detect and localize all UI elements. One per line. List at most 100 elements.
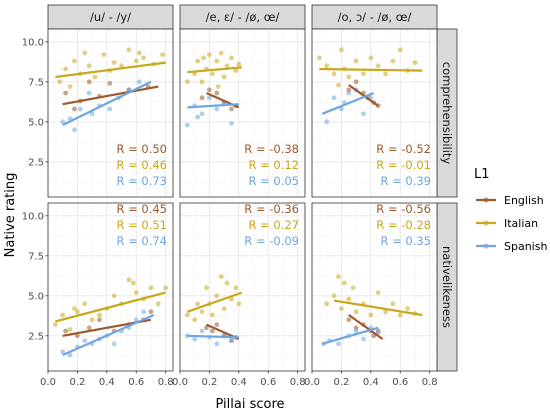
data-point-italian [126, 47, 132, 53]
data-point-italian [63, 66, 69, 72]
data-point-italian [218, 274, 224, 279]
r-value-label-italian: R = -0.01 [376, 158, 431, 172]
panel-background [312, 203, 437, 371]
data-point-italian [383, 309, 388, 315]
data-point-italian [324, 63, 330, 69]
data-point-italian [57, 79, 63, 85]
data-point-spanish [199, 111, 205, 117]
legend-label-spanish: Spanish [504, 240, 547, 253]
x-tick-label: 0.0 [172, 377, 188, 388]
data-point-spanish [86, 90, 92, 96]
data-point-italian [383, 71, 388, 77]
data-point-english [63, 90, 69, 96]
data-point-italian [218, 50, 224, 56]
data-point-english [86, 79, 92, 85]
data-point-italian [331, 71, 337, 77]
data-point-italian [209, 312, 215, 318]
panel-border [179, 202, 306, 372]
data-point-italian [52, 322, 58, 327]
x-tick-label: 0.8 [422, 377, 438, 388]
data-point-spanish [60, 349, 66, 355]
column-strip-label: /e, ɛ/ - /ø, œ/ [206, 10, 280, 24]
data-point-italian [353, 309, 359, 315]
data-point-english [353, 79, 359, 85]
data-point-italian [199, 309, 205, 315]
data-point-italian [67, 327, 73, 332]
y-tick-label: 10.0 [22, 37, 44, 48]
data-point-spanish [184, 122, 190, 128]
data-point-italian [89, 317, 95, 323]
data-point-italian [339, 47, 344, 53]
panel: R = 0.50 R = 0.46 R = 0.73 [47, 28, 174, 198]
data-point-italian [67, 84, 73, 89]
data-point-italian [375, 290, 381, 295]
data-point-italian [368, 55, 374, 61]
x-tick-label: 0.2 [69, 377, 85, 388]
data-point-italian [82, 50, 88, 56]
panel: R = -0.38 R = 0.12 R = 0.05 [179, 28, 306, 198]
data-point-italian [160, 52, 166, 57]
data-point-italian [233, 68, 239, 73]
data-point-italian [324, 301, 330, 307]
data-point-italian [133, 58, 139, 64]
regression-line-spanish [187, 334, 239, 339]
y-tick-label: 5.0 [28, 117, 44, 128]
regression-line-spanish [321, 326, 379, 345]
column-strip [311, 4, 438, 30]
data-point-italian [233, 285, 239, 291]
data-point-spanish [353, 328, 359, 334]
data-point-italian [133, 290, 139, 295]
regression-line-english [348, 314, 384, 340]
data-point-italian [229, 55, 234, 61]
data-point-italian [82, 301, 88, 307]
regression-line-spanish [62, 313, 155, 357]
data-point-english [204, 325, 209, 331]
data-point-italian [75, 309, 80, 315]
y-tick-label: 2.5 [28, 157, 44, 168]
x-tick-label: 0.6 [392, 377, 408, 388]
data-point-spanish [214, 341, 220, 347]
legend-label-italian: Italian [504, 217, 538, 230]
data-point-italian [316, 55, 322, 61]
panel: R = -0.52 R = -0.01 R = 0.39 [311, 28, 438, 198]
data-point-spanish [361, 111, 366, 117]
r-value-label-spanish: R = -0.09 [244, 234, 299, 248]
r-value-label-english: R = 0.45 [116, 202, 167, 216]
data-point-italian [119, 63, 124, 69]
data-point-italian [361, 71, 366, 77]
data-point-english [107, 81, 113, 86]
regression-line-italian [333, 299, 423, 317]
data-point-italian [405, 306, 410, 311]
data-point-italian [390, 301, 396, 307]
data-point-italian [92, 74, 98, 80]
panel: R = 0.45 R = 0.51 R = 0.74 [47, 202, 174, 372]
data-point-italian [101, 52, 107, 57]
y-axis-title: Native rating [3, 173, 18, 258]
data-point-italian [148, 285, 154, 291]
data-point-spanish [214, 106, 220, 112]
panel-background [48, 29, 173, 197]
data-point-italian [72, 306, 77, 311]
data-point-italian [207, 52, 212, 57]
data-point-italian [130, 280, 136, 286]
data-point-english [229, 106, 234, 112]
data-point-italian [141, 55, 146, 61]
x-axis-title: Pillai score [215, 397, 284, 412]
data-point-spanish [339, 106, 344, 112]
x-tick-label: 0.2 [201, 377, 217, 388]
data-point-english [148, 309, 154, 315]
data-point-italian [412, 60, 418, 65]
data-point-italian [375, 63, 381, 69]
data-point-spanish [136, 79, 142, 85]
data-point-italian [209, 71, 215, 77]
data-point-english [86, 325, 92, 331]
column-strip [179, 4, 306, 30]
y-tick-label: 7.5 [28, 77, 44, 88]
r-value-label-english: R = -0.52 [376, 142, 431, 156]
y-tick-label: 10.0 [22, 211, 44, 222]
x-tick-label: 0.4 [231, 377, 247, 388]
x-tick-label: 0.6 [128, 377, 144, 388]
data-point-spanish [361, 336, 366, 342]
column-strip-label: /u/ - /y/ [90, 10, 131, 24]
